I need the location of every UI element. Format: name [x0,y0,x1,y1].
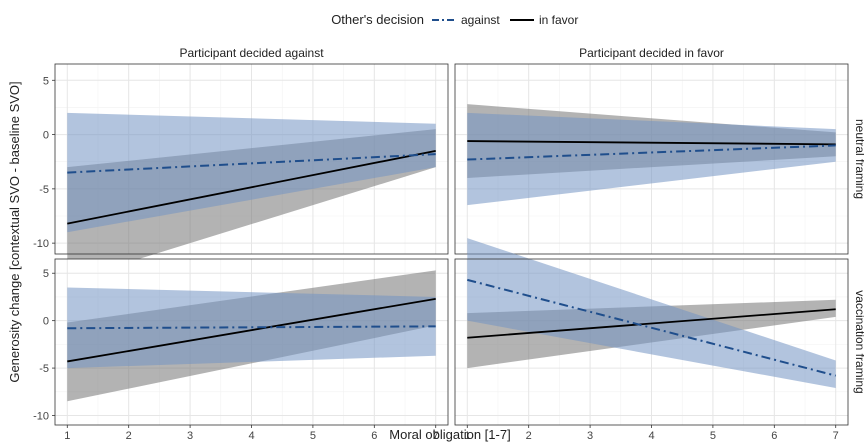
x-tick-label: 3 [187,430,193,442]
x-axis-label: Moral obligation [1-7] [389,427,510,442]
series-line-in-favor [67,297,436,363]
confidence-band-against [67,112,436,233]
facet-row-strip: vaccination framing [853,290,864,393]
x-tick-label: 6 [771,430,777,442]
x-tick-label: 7 [433,430,439,442]
series-line-in-favor [467,308,836,339]
x-tick-label: 4 [248,430,254,442]
legend-label-against: against [461,13,500,27]
legend-title: Other's decision [331,12,424,27]
x-tick-label: 1 [64,430,70,442]
x-tick-label: 1 [464,430,470,442]
confidence-band-against [467,238,836,389]
confidence-band-against [467,112,836,206]
y-axis-label: Generosity change [contextual SVO - base… [7,81,22,382]
series-line-against [67,325,436,330]
x-tick-label: 2 [526,430,532,442]
panel-border [454,63,849,255]
y-tick-label: 0 [43,316,49,328]
facet-panel [454,63,849,255]
facet-column-strip: Participant decided in favor [579,46,724,60]
y-tick-label: 5 [43,75,49,87]
series-line-in-favor [467,140,836,146]
x-tick-label: 7 [833,430,839,442]
y-tick-label: -5 [39,184,49,196]
facet-column-strip: Participant decided against [179,46,324,60]
facet-panel: 1 2 3 4 5 6 7 [454,238,849,442]
panel-border [54,63,449,255]
facet-panels: Participant decided against Participant d… [33,46,864,442]
y-tick-label: -10 [33,238,49,250]
x-tick-label: 3 [587,430,593,442]
x-tick-label: 6 [371,430,377,442]
series-line-in-favor [67,149,436,225]
x-tick-label: 4 [648,430,654,442]
y-tick-label: 5 [43,268,49,280]
facet-row-strip: neutral framing [853,119,864,199]
series-line-against [467,278,836,377]
y-tick-label: -5 [39,363,49,375]
y-tick-label: -10 [33,411,49,423]
series-line-against [467,144,836,161]
facet-panel: 5 0 -5 -10 1 2 3 4 5 6 7 [33,258,449,442]
legend-label-in-favor: in favor [539,13,578,27]
x-tick-label: 5 [710,430,716,442]
legend: Other's decision against in favor [331,12,578,27]
x-tick-label: 2 [126,430,132,442]
y-tick-label: 0 [43,130,49,142]
x-tick-label: 5 [310,430,316,442]
series-line-against [67,153,436,174]
facet-panel: 5 0 -5 -10 [33,63,449,282]
